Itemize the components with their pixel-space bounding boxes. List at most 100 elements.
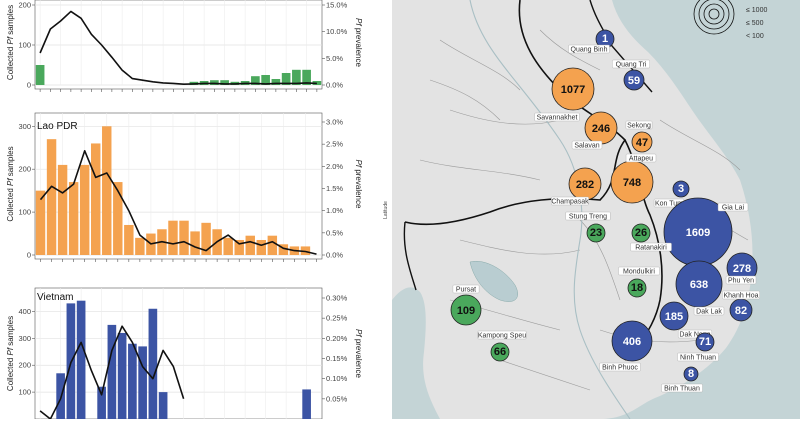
bubble-dak-lak: 638 Dak Lak <box>675 260 725 316</box>
bubble-savannakhet: 1077 Savannakhet <box>534 67 595 122</box>
bubble-value: 638 <box>690 279 708 291</box>
y-axis-label-left: Collected Pf samples <box>6 146 15 221</box>
y-tick-label-left: 200 <box>18 1 31 10</box>
bar <box>158 392 168 419</box>
bar <box>201 222 211 255</box>
bubble-circle <box>551 67 595 111</box>
y-tick-label-right: 5.0% <box>326 54 343 63</box>
bubble-circle <box>586 223 606 243</box>
y-axis-label-right-italic: Pf <box>354 329 363 337</box>
legend-label: ≤ 1000 <box>746 7 767 14</box>
y-tick-label-right: 0.30% <box>326 294 348 303</box>
bar <box>256 239 267 255</box>
y-tick-label-right: 1.0% <box>326 206 343 215</box>
y-tick-label-right: 0.15% <box>326 354 348 363</box>
bubble-stung-treng: 23 Stung Treng <box>565 211 611 243</box>
y-tick-label-left: 0 <box>27 251 31 260</box>
map-y-axis-label: Latitude <box>383 201 389 219</box>
province-label: Salavan <box>574 143 599 150</box>
province-border <box>499 359 591 391</box>
bar <box>190 231 200 255</box>
panel-plot-area <box>35 0 322 86</box>
panel-plot-area <box>35 113 322 256</box>
legend-circle <box>693 0 735 35</box>
bar <box>128 343 137 419</box>
bubble-value: 8 <box>688 368 694 380</box>
province-label-box <box>725 275 757 285</box>
y-tick-label-left: 300 <box>18 122 31 131</box>
time-series-panels: 0 100 200 0.0% 5.0% 10.0% 15.0% Collected Pf sa… <box>6 0 363 420</box>
bubble-value: 246 <box>592 123 610 135</box>
province-label: Savannakhet <box>537 115 578 122</box>
bubble-pursat: 109 Pursat <box>450 284 482 326</box>
bar <box>302 69 311 85</box>
panel-title: Vietnam <box>37 292 74 303</box>
province-label-box <box>722 290 760 300</box>
bubble-value: 66 <box>494 346 506 358</box>
bubble-circle <box>672 180 690 198</box>
y-tick-label-left: 200 <box>18 165 31 174</box>
bar <box>97 386 106 419</box>
province-label-box <box>571 140 603 150</box>
bar <box>138 346 147 419</box>
y-axis-label-right-part: prevalence <box>354 167 363 209</box>
y-tick-label-right: 15.0% <box>326 1 348 10</box>
y-tick-label-right: 0.5% <box>326 228 343 237</box>
y-axis-label-left-part: Collected <box>6 186 15 222</box>
bubble-phu-yen: 278 Phu Yen <box>725 252 758 285</box>
bubble-salavan: 246 Salavan <box>571 111 618 150</box>
province-label: Binh Thuan <box>664 386 700 393</box>
bar <box>234 239 244 255</box>
bar <box>271 79 281 85</box>
y-tick-label-left: 100 <box>18 388 31 397</box>
province-label: Khanh Hoa <box>723 293 758 300</box>
panel-plot-area <box>35 288 322 420</box>
province-label: Mondulkiri <box>623 269 655 276</box>
province-label-box <box>677 352 719 362</box>
y-tick-label-right: 0.0% <box>326 81 343 90</box>
bar <box>102 126 112 256</box>
bar <box>117 332 127 419</box>
bubble-value: 185 <box>665 311 683 323</box>
province-border <box>429 79 501 121</box>
province-label: Sekong <box>627 123 651 130</box>
bubble-circle <box>623 69 645 91</box>
bar <box>168 220 178 255</box>
legend-circle <box>703 3 725 25</box>
y-axis-label-left-part: Collected <box>6 45 15 81</box>
legend-label: < 100 <box>746 33 764 40</box>
bubble-value: 47 <box>636 137 648 149</box>
province-label: Stung Treng <box>569 214 607 221</box>
bubble-map: ≤ 1000 ≤ 500 < 100 Latitude 1 Quang Binh 59 Qua… <box>383 0 800 420</box>
y-tick-label-left: 100 <box>18 208 31 217</box>
bubble-value: 109 <box>457 305 475 317</box>
bubble-binh-thuan: 8 Binh Thuan <box>661 366 703 393</box>
bar <box>179 220 189 255</box>
bar <box>68 182 79 255</box>
bar <box>124 224 134 255</box>
province-label-box <box>625 120 653 130</box>
province-label-box <box>618 266 660 276</box>
province-label: Kon Tum <box>655 201 683 208</box>
legend-circle <box>708 8 720 20</box>
y-tick-label-right: 0.05% <box>326 394 348 403</box>
y-tick-label-left: 300 <box>18 334 31 343</box>
bubble-value: 23 <box>590 227 602 239</box>
y-tick-label-right: 10.0% <box>326 27 348 36</box>
legend-label: ≤ 500 <box>746 20 764 27</box>
province-label-box <box>534 112 580 122</box>
y-axis-label-right-part: prevalence <box>354 337 363 379</box>
panel-1: 0 100 200 0.0% 5.0% 10.0% 15.0% Collected Pf sa… <box>6 0 363 92</box>
bubble-champasak: 282 Champasak <box>551 167 602 206</box>
bar <box>267 235 278 255</box>
y-tick-label-right: 0.0% <box>326 251 343 260</box>
bubble-value: 71 <box>699 336 711 348</box>
prevalence-line <box>39 325 185 420</box>
bubble-circle <box>627 278 647 298</box>
province-border <box>659 119 741 171</box>
bar <box>148 308 158 419</box>
bubble-circle <box>631 223 651 243</box>
bubble-value: 282 <box>576 179 594 191</box>
